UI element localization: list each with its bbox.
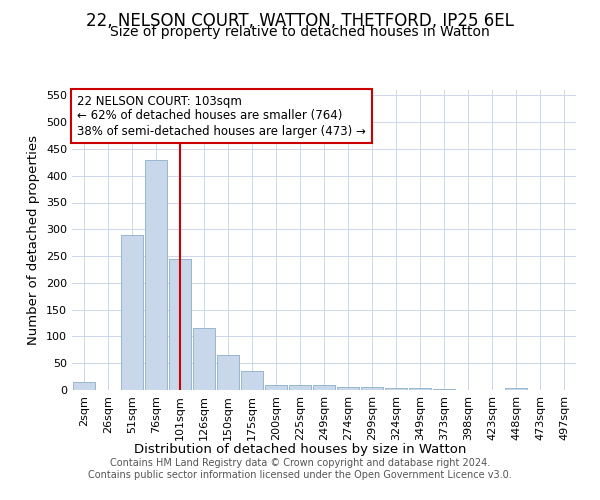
Bar bbox=[217, 355, 239, 390]
Text: Contains HM Land Registry data © Crown copyright and database right 2024.
Contai: Contains HM Land Registry data © Crown c… bbox=[88, 458, 512, 480]
Bar bbox=[265, 384, 287, 390]
Y-axis label: Number of detached properties: Number of detached properties bbox=[28, 135, 40, 345]
Bar bbox=[193, 328, 215, 390]
Bar bbox=[337, 388, 359, 390]
Bar bbox=[385, 388, 407, 390]
Text: Size of property relative to detached houses in Watton: Size of property relative to detached ho… bbox=[110, 25, 490, 39]
Bar bbox=[313, 384, 335, 390]
Bar bbox=[289, 384, 311, 390]
Bar bbox=[241, 371, 263, 390]
Bar bbox=[121, 234, 143, 390]
Bar bbox=[169, 259, 191, 390]
Bar bbox=[361, 388, 383, 390]
Bar bbox=[73, 382, 95, 390]
Bar bbox=[505, 388, 527, 390]
Bar bbox=[409, 388, 431, 390]
Text: 22 NELSON COURT: 103sqm
← 62% of detached houses are smaller (764)
38% of semi-d: 22 NELSON COURT: 103sqm ← 62% of detache… bbox=[77, 94, 366, 138]
Text: 22, NELSON COURT, WATTON, THETFORD, IP25 6EL: 22, NELSON COURT, WATTON, THETFORD, IP25… bbox=[86, 12, 514, 30]
Text: Distribution of detached houses by size in Watton: Distribution of detached houses by size … bbox=[134, 442, 466, 456]
Bar bbox=[433, 389, 455, 390]
Bar bbox=[145, 160, 167, 390]
